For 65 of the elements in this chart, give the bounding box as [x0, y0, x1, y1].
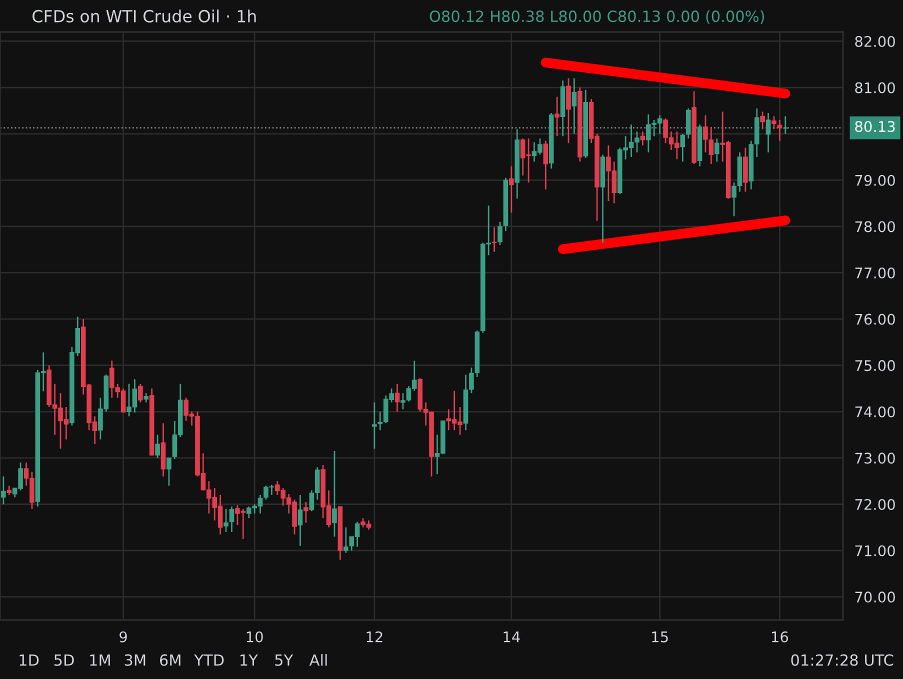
candlestick	[566, 78, 571, 144]
candlestick	[732, 182, 736, 217]
y-tick-label: 78.00	[855, 221, 895, 232]
text: 5Y	[275, 654, 294, 666]
x-tick-label: 14	[504, 632, 520, 642]
x-tick-label: 9	[120, 631, 127, 642]
candlestick	[298, 494, 303, 547]
y-tick-label: 70.00	[855, 592, 895, 603]
text: O80.12 H80.38 L80.00 C80.13 0.00 (0.00%)	[430, 10, 764, 24]
y-tick-label: 76.00	[855, 314, 895, 325]
candlestick	[304, 501, 308, 524]
candlestick	[498, 221, 502, 246]
y-tick-label: 79.00	[855, 174, 895, 186]
x-tick-label: 16	[772, 631, 788, 642]
y-tick-label: 73.00	[855, 452, 895, 464]
text: 3M	[124, 654, 146, 666]
text: 5D	[54, 654, 74, 666]
candlestick	[554, 96, 560, 137]
y-tick-label: 77.00	[855, 267, 895, 278]
candlestick	[224, 508, 228, 533]
x-tick-label: 15	[652, 632, 668, 642]
y-tick-label: 72.00	[855, 498, 895, 510]
y-tick-label: 74.00	[855, 406, 895, 418]
candlestick	[229, 506, 234, 533]
candlestick	[572, 78, 577, 135]
candlestick	[714, 138, 720, 162]
candlestick	[6, 485, 12, 496]
text: All	[309, 654, 327, 666]
candlestick	[144, 392, 149, 404]
candlestick	[378, 410, 383, 431]
text: YTD	[194, 654, 224, 666]
y-tick-label: 71.00	[855, 545, 895, 556]
candlestick	[166, 457, 172, 486]
candlestick	[760, 110, 765, 130]
candlestick	[138, 383, 143, 404]
candlestick	[782, 116, 788, 135]
candlestick	[343, 526, 348, 554]
candlestick	[155, 434, 160, 459]
candlestick	[777, 119, 782, 142]
y-tick-label: 75.00	[855, 360, 895, 372]
text: 1M	[90, 654, 110, 666]
candlestick	[332, 450, 337, 538]
x-tick-label: 10	[246, 631, 263, 642]
candlestick	[314, 466, 320, 500]
ref-line-label: 80.13	[855, 121, 895, 132]
candlestick	[372, 402, 377, 450]
text: 6M	[160, 654, 180, 666]
candlestick	[708, 126, 714, 165]
candlestick	[394, 383, 400, 412]
y-tick-label: 82.00	[855, 36, 895, 47]
text: 1D	[20, 654, 39, 666]
text: 01:27:28 UTC	[791, 654, 894, 666]
x-tick-label: 12	[366, 631, 382, 642]
candlestick	[509, 166, 514, 214]
candlestick	[1, 476, 6, 505]
candlestick	[309, 490, 314, 512]
text: 1Y	[240, 654, 258, 666]
candlestick	[543, 140, 548, 190]
chart-title: CFDs on WTI Crude Oil · 1h	[32, 10, 256, 22]
candlestick	[766, 112, 771, 154]
candlestick	[703, 114, 708, 154]
y-tick-label: 81.00	[855, 82, 895, 94]
candlestick	[772, 116, 776, 130]
candlestick	[492, 226, 497, 253]
candlestick	[680, 133, 686, 162]
